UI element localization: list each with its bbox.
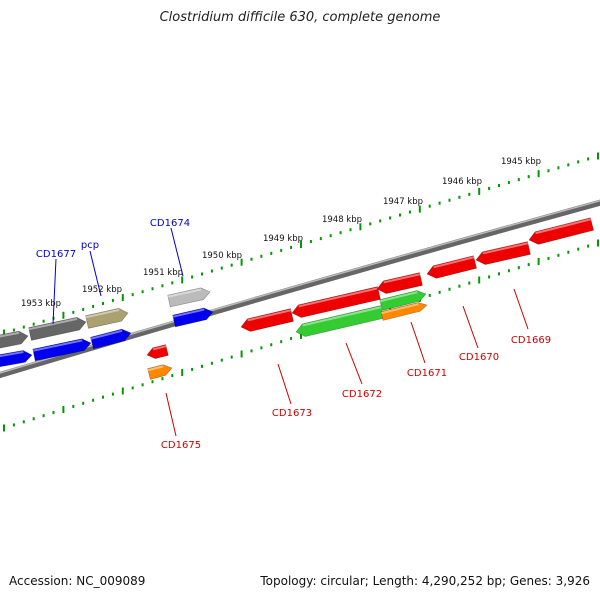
gene-feature[interactable] [426, 255, 477, 279]
kbp-label: 1951 kbp [143, 268, 183, 278]
leader-line [170, 227, 184, 277]
kbp-label: 1950 kbp [202, 251, 242, 261]
gene-label-cd1675[interactable]: CD1675 [161, 440, 201, 451]
gene-feature[interactable] [379, 290, 427, 311]
gene-label-cd1670[interactable]: CD1670 [459, 352, 499, 363]
gene-feature[interactable] [172, 307, 214, 328]
gene-feature[interactable] [28, 317, 87, 341]
kbp-label: 1948 kbp [322, 215, 362, 225]
gene-feature[interactable] [240, 308, 294, 332]
outer-tick-track [3, 152, 599, 337]
label-leader-lines [52, 227, 529, 437]
accession-text: Accession: NC_009089 [9, 574, 146, 588]
gene-feature[interactable] [528, 217, 594, 245]
leader-line [513, 288, 529, 330]
gene-label-cd1673[interactable]: CD1673 [272, 408, 312, 419]
kbp-labels: 1945 kbp 1946 kbp 1947 kbp 1948 kbp 1949 kbp… [21, 157, 541, 309]
gene-label-cd1677[interactable]: CD1677 [36, 249, 76, 260]
gene-feature[interactable] [291, 286, 381, 318]
kbp-label: 1949 kbp [263, 234, 303, 244]
gene-feature[interactable] [85, 308, 129, 329]
gene-label-cd1671[interactable]: CD1671 [407, 368, 447, 379]
leader-line [462, 305, 479, 349]
gene-label-cd1669[interactable]: CD1669 [511, 335, 551, 346]
kbp-label: 1947 kbp [383, 197, 423, 207]
gene-labels: CD1677 pcp CD1674 CD1675 CD1673 CD1672 CD1671 C… [36, 218, 551, 451]
kbp-label: 1946 kbp [442, 177, 482, 187]
gene-feature[interactable] [32, 338, 92, 362]
gene-label-pcp[interactable]: pcp [81, 240, 99, 251]
gene-feature[interactable] [0, 330, 29, 349]
gene-feature[interactable] [147, 364, 173, 380]
gene-features [0, 217, 594, 380]
gene-feature[interactable] [475, 241, 531, 265]
kbp-label: 1945 kbp [501, 157, 541, 167]
gene-label-cd1672[interactable]: CD1672 [342, 389, 382, 400]
inner-tick-track [3, 239, 599, 432]
gene-feature[interactable] [146, 344, 169, 359]
gene-feature[interactable] [90, 328, 132, 350]
gene-feature[interactable] [380, 302, 428, 321]
leader-line [52, 258, 57, 325]
gene-feature[interactable] [376, 272, 423, 294]
leader-line [89, 250, 102, 297]
gene-feature[interactable] [0, 350, 33, 367]
leader-line [410, 321, 426, 364]
gene-feature[interactable] [167, 287, 211, 308]
page-title: Clostridium difficile 630, complete geno… [159, 10, 441, 25]
leader-line [165, 392, 177, 437]
genome-summary-text: Topology: circular; Length: 4,290,252 bp… [260, 574, 590, 588]
gene-label-cd1674[interactable]: CD1674 [150, 218, 190, 229]
leader-line [277, 363, 292, 405]
kbp-label: 1952 kbp [82, 285, 122, 295]
kbp-label: 1953 kbp [21, 299, 61, 309]
leader-line [345, 342, 363, 385]
